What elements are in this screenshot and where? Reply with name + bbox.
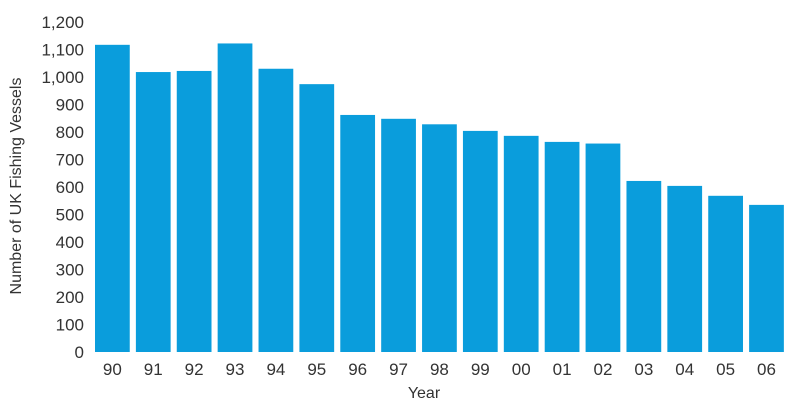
y-tick-label-800: 800: [56, 123, 84, 142]
x-axis-title: Year: [408, 385, 441, 402]
bar-93: [217, 43, 253, 352]
y-tick-label-1200: 1,200: [41, 13, 84, 32]
bar-91: [135, 72, 171, 353]
y-tick-label-0: 0: [75, 343, 84, 362]
bar-97: [381, 118, 416, 352]
y-tick-label-300: 300: [56, 261, 84, 280]
bar-03: [626, 180, 662, 352]
x-tick-label-96: 96: [348, 360, 367, 379]
y-tick-label-600: 600: [56, 178, 84, 197]
x-tick-label-90: 90: [103, 360, 122, 379]
bar-06: [749, 204, 784, 353]
x-axis-ticks: 90 91 92 93 94 95 96 97 98 99 00 01 02 03 04 05 06: [103, 360, 776, 379]
x-tick-label-91: 91: [144, 360, 163, 379]
x-tick-label-94: 94: [266, 360, 285, 379]
x-tick-label-03: 03: [634, 360, 653, 379]
x-tick-label-97: 97: [389, 360, 408, 379]
y-tick-label-1100: 1,100: [41, 41, 84, 60]
x-tick-label-93: 93: [226, 360, 245, 379]
bar-95: [299, 84, 335, 353]
x-tick-label-95: 95: [307, 360, 326, 379]
x-tick-label-02: 02: [593, 360, 612, 379]
bar-04: [667, 185, 703, 352]
y-tick-label-100: 100: [56, 316, 84, 335]
bar-96: [340, 114, 376, 352]
y-tick-label-400: 400: [56, 233, 84, 252]
y-tick-label-1000: 1,000: [41, 68, 84, 87]
bar-94: [258, 68, 294, 352]
y-tick-label-700: 700: [56, 151, 84, 170]
bar-98: [422, 124, 457, 352]
x-tick-label-04: 04: [675, 360, 694, 379]
y-axis-title: Number of UK Fishing Vessels: [8, 78, 25, 295]
bar-99: [462, 130, 498, 352]
x-tick-label-98: 98: [430, 360, 449, 379]
bar-90: [95, 44, 130, 352]
x-tick-label-01: 01: [553, 360, 572, 379]
y-axis-ticks: 0 100 200 300 400 500 600 700 800 900 1,000 1,100 1,…: [41, 13, 84, 362]
x-tick-label-06: 06: [757, 360, 776, 379]
x-tick-label-05: 05: [716, 360, 735, 379]
bar-92: [176, 70, 212, 352]
x-tick-label-99: 99: [471, 360, 490, 379]
bars: [95, 43, 784, 353]
bar-01: [544, 141, 580, 352]
bar-00: [503, 135, 539, 352]
bar-02: [585, 143, 621, 352]
x-tick-label-92: 92: [185, 360, 204, 379]
y-tick-label-500: 500: [56, 206, 84, 225]
bar-05: [708, 195, 743, 352]
y-tick-label-900: 900: [56, 96, 84, 115]
x-tick-label-00: 00: [512, 360, 531, 379]
y-tick-label-200: 200: [56, 288, 84, 307]
